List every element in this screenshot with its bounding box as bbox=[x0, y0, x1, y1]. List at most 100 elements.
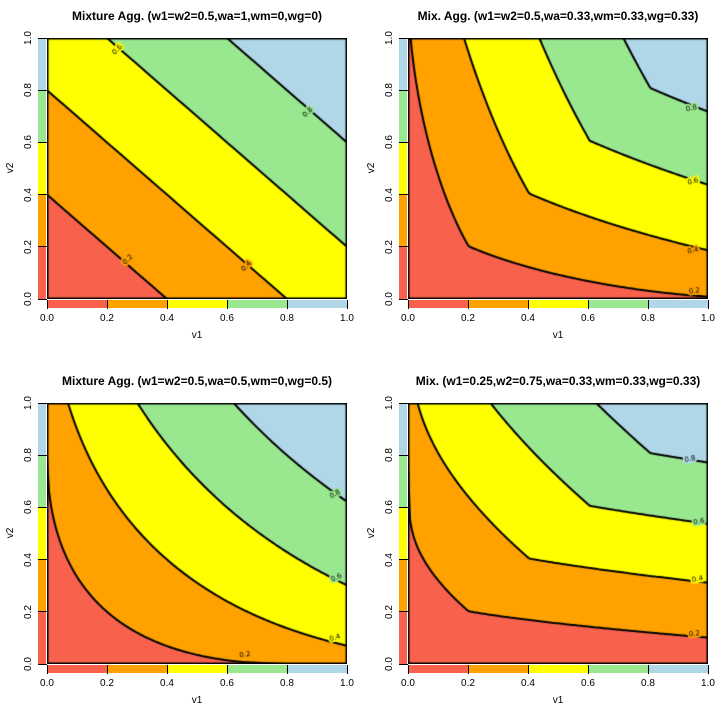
y-axis-tick-label: 0.0 bbox=[384, 657, 395, 671]
y-axis-tick-label: 1.0 bbox=[384, 31, 395, 45]
color-key-segment bbox=[399, 507, 407, 560]
plot-2-y-axis-label: v2 bbox=[366, 162, 377, 174]
plot-2-title: Mix. Agg. (w1=w2=0.5,wa=0.33,wm=0.33,wg=… bbox=[417, 9, 699, 23]
y-axis-tick-label: 0.0 bbox=[384, 292, 395, 306]
plot-3-canvas bbox=[47, 403, 347, 664]
color-key-segment bbox=[47, 300, 107, 308]
color-key-segment bbox=[399, 38, 407, 91]
x-axis-tick bbox=[286, 300, 288, 309]
x-axis-tick bbox=[166, 300, 168, 309]
color-key-segment bbox=[167, 300, 227, 308]
color-key-segment bbox=[399, 142, 407, 195]
plot-2-x-axis-label: v1 bbox=[552, 330, 564, 341]
y-axis-tick-label: 0.0 bbox=[23, 292, 34, 306]
x-axis-tick-label: 0.0 bbox=[401, 313, 415, 324]
x-axis-tick-label: 0.4 bbox=[160, 313, 174, 324]
y-axis-tick bbox=[399, 402, 408, 404]
y-axis-tick bbox=[38, 298, 47, 300]
y-axis-tick-label: 0.2 bbox=[23, 604, 34, 619]
x-axis-tick bbox=[467, 300, 469, 309]
plot-2-canvas bbox=[408, 38, 708, 299]
y-axis-tick-label: 0.8 bbox=[23, 83, 34, 98]
y-axis-tick-label: 0.2 bbox=[23, 239, 34, 254]
y-axis-tick-label: 1.0 bbox=[23, 31, 34, 45]
y-axis-tick bbox=[38, 246, 47, 248]
x-axis-tick bbox=[527, 300, 529, 309]
color-key-segment bbox=[107, 300, 167, 308]
x-axis-tick bbox=[707, 665, 709, 674]
y-axis-tick-label: 0.4 bbox=[23, 552, 34, 567]
color-key-segment bbox=[287, 300, 347, 308]
color-key-segment bbox=[399, 194, 407, 247]
x-axis-tick-label: 0.4 bbox=[160, 678, 174, 689]
y-axis-tick bbox=[399, 663, 408, 665]
y-axis-tick-label: 0.6 bbox=[23, 135, 34, 150]
contour-plot-1: Mixture Agg. (w1=w2=0.5,wa=1,wm=0,wg=0) … bbox=[0, 0, 360, 356]
plot-4-canvas bbox=[408, 403, 708, 664]
color-key-segment bbox=[468, 665, 528, 673]
y-axis-tick bbox=[399, 506, 408, 508]
plot-3-color-key-y bbox=[38, 403, 46, 665]
color-key-segment bbox=[38, 455, 46, 508]
plot-1-x-axis-label: v1 bbox=[191, 330, 203, 341]
x-axis-tick bbox=[226, 665, 228, 674]
x-axis-tick-label: 0.0 bbox=[40, 678, 54, 689]
x-axis-tick-label: 0.0 bbox=[40, 313, 54, 324]
color-key-segment bbox=[399, 559, 407, 612]
x-axis-tick-label: 0.6 bbox=[220, 678, 234, 689]
y-axis-tick bbox=[399, 141, 408, 143]
y-axis-tick bbox=[399, 89, 408, 91]
y-axis-tick-label: 0.2 bbox=[384, 604, 395, 619]
plot-3-title: Mixture Agg. (w1=w2=0.5,wa=0.5,wm=0,wg=0… bbox=[62, 374, 332, 388]
x-axis-tick-label: 0.0 bbox=[401, 678, 415, 689]
x-axis-tick bbox=[407, 665, 409, 674]
color-key-segment bbox=[528, 300, 588, 308]
color-key-segment bbox=[287, 665, 347, 673]
plot-1-color-key-y bbox=[38, 38, 46, 300]
color-key-segment bbox=[227, 665, 287, 673]
y-axis-tick-label: 0.6 bbox=[384, 135, 395, 150]
x-axis-tick-label: 0.8 bbox=[280, 678, 294, 689]
x-axis-tick bbox=[647, 665, 649, 674]
y-axis-tick bbox=[399, 246, 408, 248]
x-axis-tick-label: 1.0 bbox=[340, 678, 354, 689]
color-key-segment bbox=[399, 403, 407, 456]
y-axis-tick bbox=[399, 298, 408, 300]
plot-3-x-axis-label: v1 bbox=[191, 695, 203, 706]
y-axis-tick bbox=[399, 559, 408, 561]
color-key-segment bbox=[399, 455, 407, 508]
x-axis-tick-label: 1.0 bbox=[701, 313, 715, 324]
color-key-segment bbox=[167, 665, 227, 673]
color-key-segment bbox=[38, 246, 46, 300]
x-axis-tick-label: 1.0 bbox=[340, 313, 354, 324]
color-key-segment bbox=[468, 300, 528, 308]
x-axis-tick-label: 0.4 bbox=[521, 678, 535, 689]
color-key-segment bbox=[588, 300, 648, 308]
contour-plot-2: Mix. Agg. (w1=w2=0.5,wa=0.33,wm=0.33,wg=… bbox=[361, 0, 720, 356]
y-axis-tick bbox=[38, 611, 47, 613]
color-key-segment bbox=[227, 300, 287, 308]
plot-3-color-key-x bbox=[47, 665, 347, 673]
x-axis-tick-label: 0.2 bbox=[461, 313, 475, 324]
y-axis-tick bbox=[38, 559, 47, 561]
color-key-segment bbox=[107, 665, 167, 673]
plot-1-color-key-x bbox=[47, 300, 347, 308]
plot-2-color-key-y bbox=[399, 38, 407, 300]
color-key-segment bbox=[38, 507, 46, 560]
y-axis-tick-label: 0.4 bbox=[384, 187, 395, 202]
contour-plot-3: Mixture Agg. (w1=w2=0.5,wa=0.5,wm=0,wg=0… bbox=[0, 365, 360, 720]
color-key-segment bbox=[38, 90, 46, 143]
x-axis-tick-label: 0.4 bbox=[521, 313, 535, 324]
y-axis-tick bbox=[399, 37, 408, 39]
y-axis-tick-label: 0.8 bbox=[384, 448, 395, 463]
x-axis-tick bbox=[346, 300, 348, 309]
x-axis-tick-label: 0.2 bbox=[461, 678, 475, 689]
y-axis-tick bbox=[38, 402, 47, 404]
y-axis-tick-label: 0.6 bbox=[23, 500, 34, 515]
x-axis-tick-label: 0.2 bbox=[100, 678, 114, 689]
plot-1-title: Mixture Agg. (w1=w2=0.5,wa=1,wm=0,wg=0) bbox=[72, 9, 322, 23]
x-axis-tick bbox=[707, 300, 709, 309]
x-axis-tick bbox=[166, 665, 168, 674]
x-axis-tick bbox=[346, 665, 348, 674]
